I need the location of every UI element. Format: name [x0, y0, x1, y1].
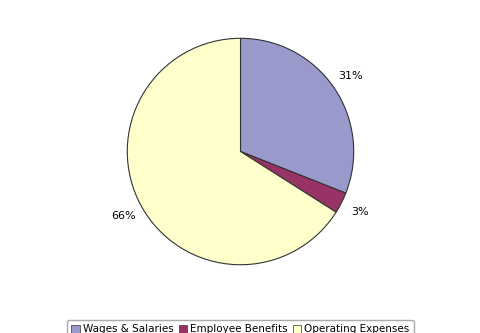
Wedge shape — [127, 38, 336, 265]
Wedge shape — [240, 38, 353, 193]
Text: 3%: 3% — [350, 207, 368, 217]
Text: 31%: 31% — [338, 71, 362, 82]
Wedge shape — [240, 152, 345, 212]
Legend: Wages & Salaries, Employee Benefits, Operating Expenses: Wages & Salaries, Employee Benefits, Ope… — [67, 320, 413, 333]
Text: 66%: 66% — [111, 211, 135, 221]
